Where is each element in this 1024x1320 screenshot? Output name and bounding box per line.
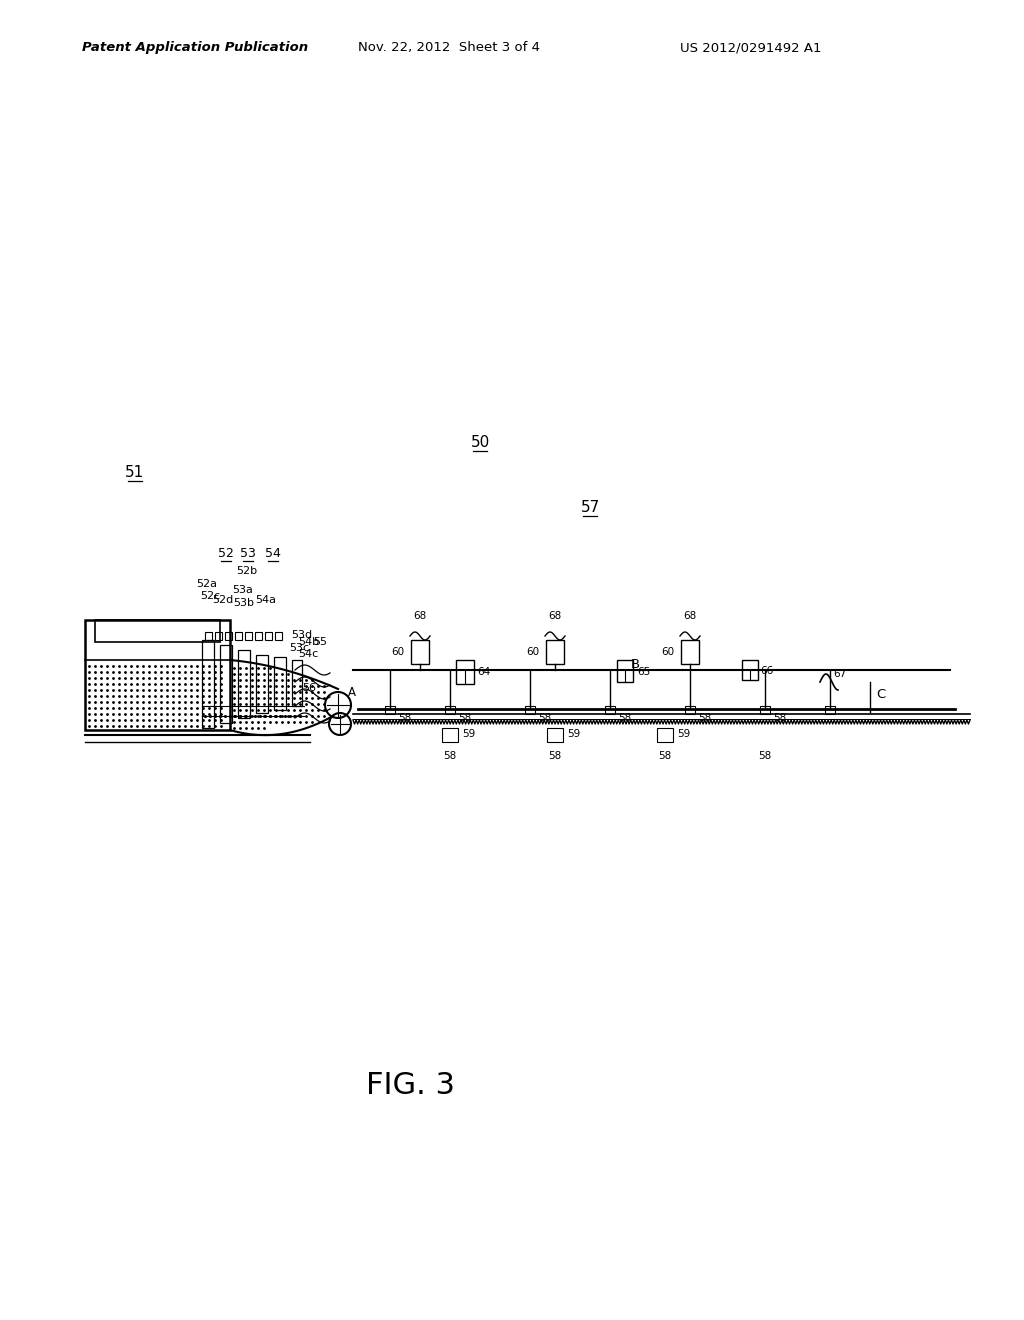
Text: 59: 59	[567, 729, 581, 739]
Bar	[85, 620, 230, 730]
Bar	[215, 632, 222, 640]
Bar	[385, 706, 395, 714]
Text: C: C	[876, 688, 886, 701]
Bar	[265, 632, 272, 640]
Text: 53: 53	[240, 546, 256, 560]
Bar	[411, 640, 429, 664]
Text: 58: 58	[538, 713, 551, 723]
Bar	[825, 706, 835, 714]
Text: 52: 52	[218, 546, 233, 560]
Bar	[225, 632, 232, 640]
Bar	[256, 655, 268, 713]
Bar	[255, 632, 262, 640]
Bar	[456, 660, 474, 684]
Text: 58: 58	[759, 751, 772, 762]
Bar	[525, 706, 535, 714]
Bar	[202, 640, 214, 729]
Bar	[245, 632, 252, 640]
Text: 68: 68	[683, 611, 696, 620]
Text: 60: 60	[391, 647, 404, 657]
Bar	[274, 657, 286, 710]
Text: 67: 67	[834, 669, 847, 678]
Bar	[220, 645, 232, 723]
Bar	[547, 729, 563, 742]
Text: 60: 60	[526, 647, 539, 657]
Text: 68: 68	[414, 611, 427, 620]
Text: 54: 54	[265, 546, 281, 560]
Bar	[292, 660, 302, 706]
Bar	[205, 632, 212, 640]
Text: 50: 50	[470, 436, 489, 450]
Text: 65: 65	[637, 667, 650, 677]
Text: A: A	[348, 686, 356, 700]
Text: 54c: 54c	[298, 649, 318, 659]
Text: 58: 58	[773, 713, 786, 723]
Text: 59: 59	[677, 729, 690, 739]
Text: 58: 58	[458, 713, 471, 723]
Bar	[442, 729, 458, 742]
Text: 52c: 52c	[200, 591, 220, 601]
Text: 53a: 53a	[232, 585, 253, 595]
Text: 54b: 54b	[298, 638, 319, 647]
Bar	[95, 620, 220, 642]
Bar	[760, 706, 770, 714]
Bar	[234, 632, 242, 640]
Text: 59: 59	[462, 729, 475, 739]
Text: 55: 55	[313, 638, 327, 647]
Text: 57: 57	[581, 500, 600, 515]
Bar	[445, 706, 455, 714]
Bar	[605, 706, 615, 714]
Bar	[681, 640, 699, 664]
Text: 53b: 53b	[233, 598, 254, 609]
Text: 51: 51	[125, 465, 144, 480]
Text: 60: 60	[660, 647, 674, 657]
Text: 52a: 52a	[196, 579, 217, 589]
Text: 58: 58	[658, 751, 672, 762]
Text: 58: 58	[698, 713, 712, 723]
Text: 54a: 54a	[255, 595, 276, 605]
Text: 68: 68	[549, 611, 561, 620]
Text: 58: 58	[398, 713, 412, 723]
Bar	[238, 649, 250, 718]
Text: US 2012/0291492 A1: US 2012/0291492 A1	[680, 41, 821, 54]
Text: 58: 58	[618, 713, 631, 723]
Text: 58: 58	[443, 751, 457, 762]
Text: 52b: 52b	[236, 566, 257, 576]
Text: 64: 64	[477, 667, 490, 677]
Text: 56: 56	[302, 682, 316, 693]
Text: Nov. 22, 2012  Sheet 3 of 4: Nov. 22, 2012 Sheet 3 of 4	[358, 41, 540, 54]
Text: 53c: 53c	[289, 643, 309, 653]
Text: FIG. 3: FIG. 3	[366, 1071, 455, 1100]
Bar	[275, 632, 282, 640]
Bar	[546, 640, 564, 664]
Text: 53d: 53d	[291, 630, 312, 640]
Text: 52d: 52d	[212, 595, 233, 605]
Text: 66: 66	[760, 667, 773, 676]
Bar	[685, 706, 695, 714]
Bar	[657, 729, 673, 742]
Bar	[617, 660, 633, 682]
Text: Patent Application Publication: Patent Application Publication	[82, 41, 308, 54]
Text: 58: 58	[549, 751, 561, 762]
Bar	[742, 660, 758, 680]
Text: B: B	[631, 659, 640, 672]
